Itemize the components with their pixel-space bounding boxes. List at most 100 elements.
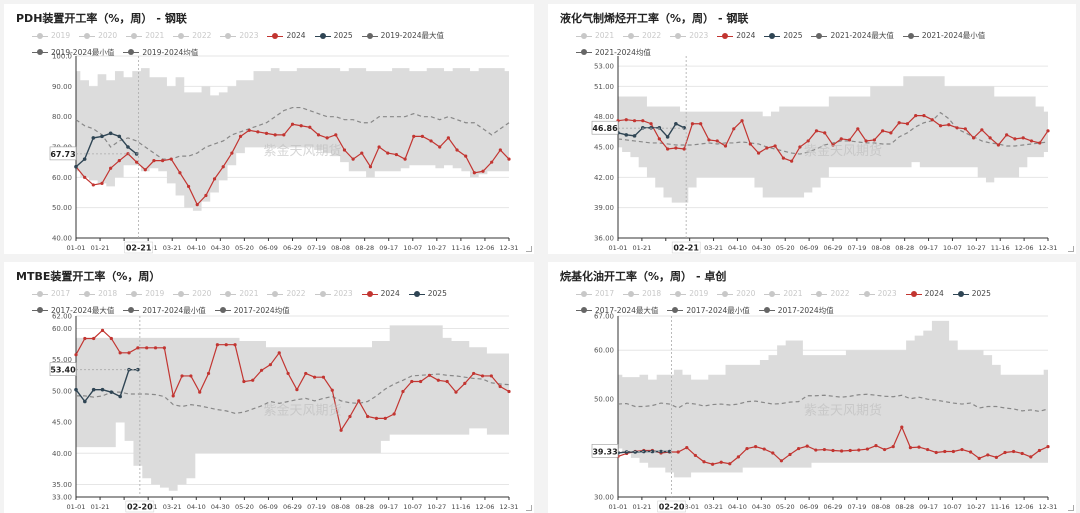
legend-item[interactable]: 2017-2024最小值 bbox=[123, 303, 206, 318]
legend-item[interactable]: 2025 bbox=[764, 28, 802, 43]
data-point bbox=[472, 371, 476, 376]
legend-item[interactable]: 2019-2024均值 bbox=[123, 45, 198, 60]
data-point bbox=[632, 119, 637, 123]
legend-label: 2022 bbox=[830, 289, 850, 298]
x-tick-label: 01-01 bbox=[67, 503, 86, 511]
chart-legend[interactable]: 2017 2018 2019 2020 2021 2022 2023 2024 2025 2017… bbox=[576, 286, 1064, 319]
data-point bbox=[624, 450, 629, 454]
legend-item[interactable]: 2024 bbox=[717, 28, 755, 43]
x-tick-label: 05-20 bbox=[776, 244, 795, 252]
legend-marker-icon bbox=[902, 32, 919, 40]
crosshair-y-label: 46.86 bbox=[591, 120, 619, 135]
series-line bbox=[617, 393, 1049, 413]
legend-item[interactable]: 2022 bbox=[623, 28, 661, 43]
legend-marker-icon bbox=[361, 32, 378, 40]
legend-item[interactable]: 2017-2024均值 bbox=[758, 303, 834, 318]
legend-item[interactable]: 2021 bbox=[576, 28, 614, 43]
x-tick-label: 04-10 bbox=[187, 244, 206, 252]
crosshair-x-label: 02-20 bbox=[125, 500, 155, 513]
legend-label: 2021-2024最大值 bbox=[830, 31, 894, 40]
legend-item[interactable]: 2023 bbox=[670, 28, 708, 43]
legend-label: 2019-2024均值 bbox=[142, 47, 199, 57]
legend-item[interactable]: 2021-2024最大值 bbox=[811, 28, 894, 43]
data-point bbox=[472, 171, 476, 175]
legend-item[interactable]: 2023 bbox=[220, 28, 258, 43]
data-point bbox=[143, 168, 147, 172]
min-max-band bbox=[618, 76, 1048, 203]
data-point bbox=[781, 156, 785, 160]
chart-legend[interactable]: 2017 2018 2019 2020 2021 2022 2023 2024 2025 2017… bbox=[32, 286, 522, 319]
legend-item[interactable]: 2025 bbox=[314, 28, 353, 43]
legend-item[interactable]: 2022 bbox=[811, 286, 850, 301]
chart-panel-lpg-olefins: 液化气制烯烃开工率（%，周） - 钢联 2021 2022 2023 2024 2025 2… bbox=[548, 4, 1076, 254]
legend-item[interactable]: 2019 bbox=[32, 28, 70, 43]
legend-item[interactable]: 2021 bbox=[126, 28, 164, 43]
legend-item[interactable]: 2019-2024最大值 bbox=[361, 28, 444, 43]
legend-item[interactable]: 2018 bbox=[79, 286, 117, 301]
data-point bbox=[419, 379, 423, 384]
x-tick-label: 10-27 bbox=[427, 503, 446, 511]
legend-item[interactable]: 2019-2024最小值 bbox=[32, 45, 114, 60]
legend-item[interactable]: 2017-2024最小值 bbox=[667, 303, 750, 318]
chart-legend[interactable]: 2021 2022 2023 2024 2025 2021-2024最大值 2021-202… bbox=[576, 28, 1064, 61]
chart-legend[interactable]: 2019 2020 2021 2022 2023 2024 2025 2019-2024最大值… bbox=[32, 28, 522, 61]
legend-item[interactable]: 2020 bbox=[173, 286, 211, 301]
chart-svg: 33.00 35.00 40.00 45.00 50.00 55.00 60.00 62.00… bbox=[49, 313, 518, 513]
data-point bbox=[707, 138, 711, 142]
data-point bbox=[847, 138, 852, 142]
data-point bbox=[736, 455, 740, 459]
resize-handle-icon[interactable] bbox=[526, 505, 532, 511]
resize-handle-icon[interactable] bbox=[1068, 505, 1074, 511]
data-point bbox=[295, 388, 299, 392]
legend-item[interactable]: 2017-2024均值 bbox=[214, 303, 290, 318]
legend-label: 2025 bbox=[971, 289, 991, 298]
legend-item[interactable]: 2021 bbox=[764, 286, 802, 301]
legend-item[interactable]: 2017-2024最大值 bbox=[32, 303, 114, 318]
legend-item[interactable]: 2021 bbox=[220, 286, 258, 301]
data-point bbox=[242, 379, 246, 384]
legend-item[interactable]: 2017 bbox=[32, 286, 70, 301]
y-tick-label: 40.00 bbox=[52, 450, 72, 458]
legend-item[interactable]: 2017-2024最大值 bbox=[576, 303, 658, 318]
data-point bbox=[392, 412, 396, 416]
legend-item[interactable]: 2021-2024最小值 bbox=[902, 28, 985, 43]
data-point bbox=[657, 125, 662, 130]
y-tick-label: 40.00 bbox=[52, 235, 72, 243]
resize-handle-icon[interactable] bbox=[1068, 246, 1074, 252]
data-point bbox=[1038, 141, 1042, 145]
legend-item[interactable]: 2024 bbox=[905, 286, 944, 301]
legend-item[interactable]: 2018 bbox=[623, 286, 661, 301]
min-max-band bbox=[618, 320, 1048, 478]
legend-item[interactable]: 2020 bbox=[79, 28, 117, 43]
legend-item[interactable]: 2023 bbox=[314, 286, 353, 301]
data-point bbox=[178, 171, 182, 175]
data-point bbox=[198, 390, 202, 394]
legend-item[interactable]: 2023 bbox=[858, 286, 897, 301]
legend-item[interactable]: 2024 bbox=[267, 28, 306, 43]
data-point bbox=[839, 137, 843, 141]
legend-item[interactable]: 2022 bbox=[267, 286, 306, 301]
data-point bbox=[934, 450, 938, 455]
data-point bbox=[649, 122, 653, 126]
data-point bbox=[740, 119, 744, 123]
svg-text:02-21: 02-21 bbox=[126, 244, 152, 253]
resize-handle-icon[interactable] bbox=[526, 246, 532, 252]
legend-item[interactable]: 2020 bbox=[717, 286, 755, 301]
legend-item[interactable]: 2017 bbox=[576, 286, 614, 301]
legend-item[interactable]: 2021-2024均值 bbox=[576, 45, 651, 60]
x-tick-label: 12-06 bbox=[475, 503, 494, 511]
legend-label: 2019 bbox=[689, 289, 709, 298]
legend-item[interactable]: 2019 bbox=[670, 286, 708, 301]
legend-item[interactable]: 2022 bbox=[173, 28, 211, 43]
x-tick-label: 09-17 bbox=[919, 503, 938, 511]
legend-item[interactable]: 2024 bbox=[361, 286, 400, 301]
data-point bbox=[883, 447, 887, 452]
chart-title: MTBE装置开工率（%，周） bbox=[16, 270, 161, 283]
data-point bbox=[659, 449, 663, 454]
legend-item[interactable]: 2025 bbox=[952, 286, 991, 301]
legend-item[interactable]: 2019 bbox=[126, 286, 164, 301]
data-point bbox=[481, 169, 485, 173]
legend-item[interactable]: 2025 bbox=[408, 286, 447, 301]
data-point bbox=[632, 134, 637, 138]
x-tick-label: 11-16 bbox=[991, 503, 1010, 511]
